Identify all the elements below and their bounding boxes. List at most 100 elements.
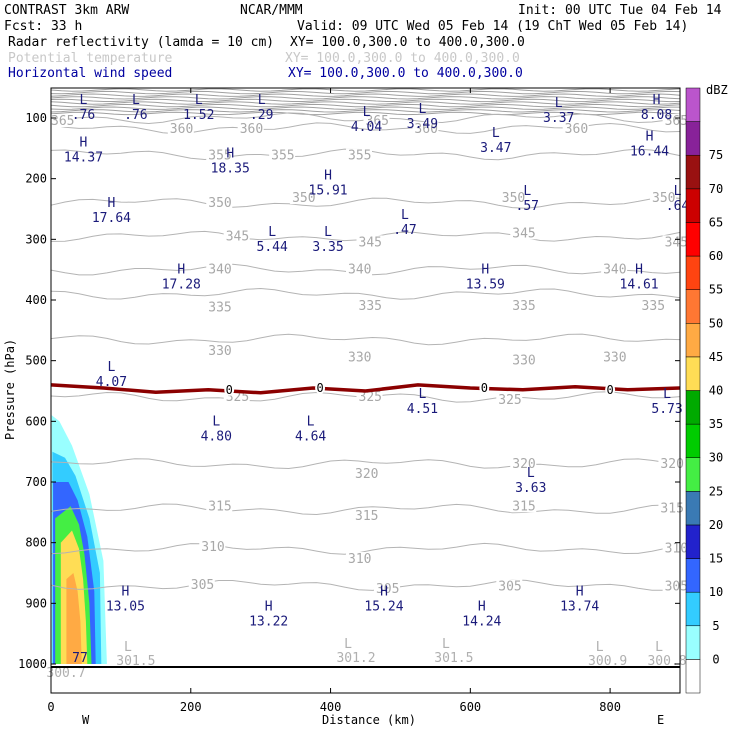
theta-label-bg <box>199 539 226 553</box>
y-tick-label: 400 <box>25 293 47 307</box>
wind-extremum-type: L <box>307 414 315 429</box>
theta-label-bg <box>206 300 233 314</box>
init-time: Init: 00 UTC Tue 04 Feb 14 <box>518 3 722 18</box>
theta-extremum-value: 301.2 <box>336 651 375 666</box>
wind-extremum-value: 16.44 <box>630 144 669 159</box>
y-tick-label: 700 <box>25 475 47 489</box>
y-tick-label: 100 <box>25 111 47 125</box>
theta-label-bg <box>662 114 689 128</box>
theta-label: 350 <box>652 191 675 206</box>
theta-label: 335 <box>512 299 535 314</box>
theta-extremum-type: L <box>124 640 132 655</box>
colorbar-box <box>685 659 701 694</box>
theta-label-bg <box>562 121 589 135</box>
theta-extremum-value: 300.8 <box>647 654 686 669</box>
wind-extremum-value: .57 <box>516 199 539 214</box>
theta-label: 315 <box>355 509 378 524</box>
theta-label-bg <box>346 350 373 364</box>
theta-label: 325 <box>359 390 382 405</box>
theta-label-bg <box>658 501 685 515</box>
upper-contour-line <box>50 109 681 113</box>
theta-label: 350 <box>502 191 525 206</box>
theta-label: 345 <box>226 229 249 244</box>
colorbar-box <box>685 558 701 593</box>
plot-area: 305 305 305 305 310 310 310 315 315 315 315 320 320 3… <box>46 87 689 694</box>
wind-extremum-type: H <box>635 263 643 278</box>
wind-extremum-type: L <box>258 93 266 108</box>
theta-label: 355 <box>208 149 231 164</box>
wind-extremum-value: 14.37 <box>64 150 103 165</box>
x-axis-label: Distance (km) <box>322 713 416 727</box>
wind-extremum-value: 4.51 <box>407 402 438 417</box>
colorbar-box <box>685 289 701 324</box>
field-1-name: Radar reflectivity (lamda = 10 cm) <box>8 35 274 50</box>
wind-extremum-type: H <box>576 584 584 599</box>
wind-extremum-type: L <box>212 414 220 429</box>
wind-extremum-type: L <box>80 93 88 108</box>
x-end-label-west: W <box>82 713 90 727</box>
wind-extremum-value: .76 <box>72 108 95 123</box>
colorbar-label: 25 <box>709 484 723 498</box>
colorbar-box <box>685 222 701 257</box>
wind-extremum-value: 14.24 <box>462 614 501 629</box>
theta-label-bg <box>49 114 75 128</box>
colorbar-label: 35 <box>709 417 723 431</box>
wind-extremum-type: H <box>121 584 129 599</box>
header: CONTRAST 3km ARW NCAR/MMM Init: 00 UTC T… <box>4 3 722 81</box>
colorbar-box <box>685 457 701 492</box>
theta-label-bg <box>206 343 233 357</box>
freezing-label-bg <box>224 383 235 396</box>
field-2-xy: XY= 100.0,300.0 to 400.0,300.0 <box>285 51 520 66</box>
wind-extremum-value: 3.47 <box>480 141 511 156</box>
colorbar-label: 20 <box>709 518 723 532</box>
colorbar-label: 0 <box>712 652 719 666</box>
theta-contour-305 <box>50 579 681 591</box>
upper-contour-line <box>50 88 681 92</box>
theta-label: 305 <box>665 579 688 594</box>
theta-label: 360 <box>170 122 193 137</box>
theta-contour-330 <box>50 333 681 346</box>
colorbar-label: 60 <box>709 249 723 263</box>
colorbar-label: 45 <box>709 350 723 364</box>
theta-extremum-value: 301.5 <box>116 654 155 669</box>
freezing-level: 0 0 0 0 <box>50 381 681 397</box>
theta-label-bg <box>662 541 689 555</box>
colorbar-box <box>685 356 701 391</box>
theta-label-bg <box>510 456 537 470</box>
wind-extremum-value: 4.64 <box>295 429 326 444</box>
theta-label-bg <box>167 121 194 135</box>
theta-label: 310 <box>348 552 371 567</box>
wind-extremum-type: H <box>226 146 234 161</box>
colorbar-box <box>685 491 701 526</box>
x-tick-label: 400 <box>320 700 342 714</box>
wind-extremum-type: L <box>419 102 427 117</box>
wind-extremum-value: 17.64 <box>92 211 131 226</box>
theta-label-bg <box>290 191 317 205</box>
wind-extremum-value: 13.05 <box>106 599 145 614</box>
theta-label-bg <box>662 579 689 593</box>
field-2-name: Potential temperature <box>8 51 173 66</box>
freezing-label-bg <box>315 381 326 394</box>
colorbar-label: 30 <box>709 451 723 465</box>
theta-extremum-type: L <box>442 637 450 652</box>
wind-extremum-value: .47 <box>393 223 416 238</box>
theta-extremum-value: 300.9 <box>588 654 627 669</box>
wind-extremum-value: 15.91 <box>309 184 348 199</box>
theta-contour-320 <box>50 458 681 470</box>
theta-label-bg <box>353 467 380 481</box>
x-tick-label: 800 <box>599 700 621 714</box>
x-tick-label: 600 <box>459 700 481 714</box>
theta-label: 330 <box>603 351 626 366</box>
freezing-label: 0 <box>606 383 613 397</box>
wind-extremum-value: 5.73 <box>651 402 682 417</box>
theta-label-bg <box>353 508 380 522</box>
upper-contour-band <box>50 88 681 116</box>
colorbar-box <box>685 87 701 122</box>
upper-contour-line <box>50 96 681 100</box>
wind-extremum-value: 13.59 <box>466 278 505 293</box>
theta-label-bg <box>237 121 264 135</box>
theta-label-bg <box>206 262 233 276</box>
field-1-xy: XY= 100.0,300.0 to 400.0,300.0 <box>290 35 525 50</box>
freezing-label: 0 <box>481 381 488 395</box>
colorbar-label: 70 <box>709 182 723 196</box>
